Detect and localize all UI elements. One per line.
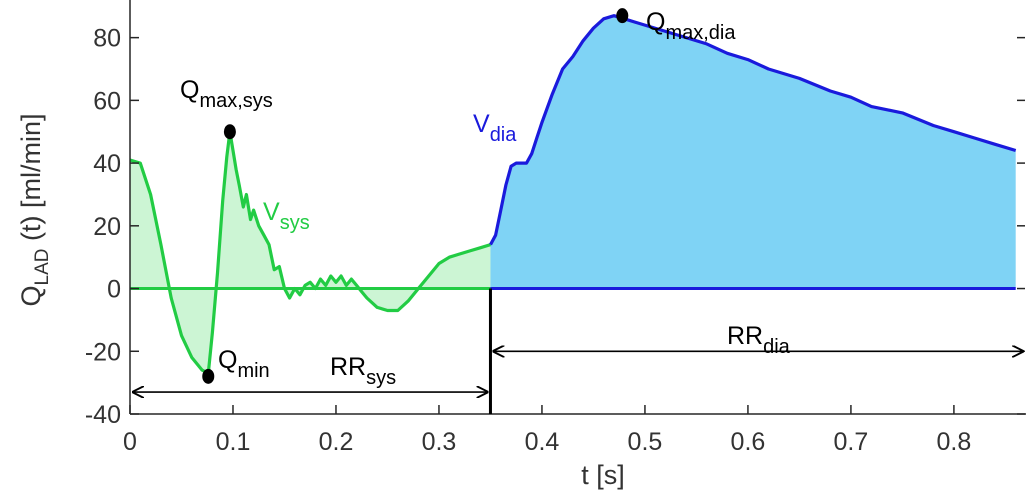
y-axis-label-rest: (t) [ml/min] xyxy=(16,114,46,249)
v-dia-label: Vdia xyxy=(473,110,517,146)
q-max-sys-label-main: Q xyxy=(180,76,199,104)
rr-sys-label-sub: sys xyxy=(366,367,396,389)
x-tick-label: 0.1 xyxy=(216,428,251,456)
v-sys-label-sub: sys xyxy=(280,212,310,234)
x-tick-label: 0 xyxy=(123,428,137,456)
y-tick-label: 0 xyxy=(107,276,121,304)
y-tick-label: -40 xyxy=(85,401,121,429)
q-min-label: Qmin xyxy=(218,346,270,382)
y-tick-label: 20 xyxy=(93,213,121,241)
q-max-sys-point xyxy=(223,124,236,140)
x-tick-label: 0.7 xyxy=(834,428,869,456)
q-max-sys-label: Qmax,sys xyxy=(180,76,273,112)
q-max-dia-label-sub: max,dia xyxy=(665,22,736,44)
y-axis-label-q: Q xyxy=(16,285,46,306)
x-tick-label: 0.2 xyxy=(319,428,354,456)
y-tick-label: 60 xyxy=(93,87,121,115)
q-max-sys-label-sub: max,sys xyxy=(199,90,272,112)
q-max-dia-point xyxy=(616,8,629,24)
line-v-sys xyxy=(129,130,491,375)
x-tick-label: 0.5 xyxy=(628,428,663,456)
v-sys-label-main: V xyxy=(263,198,280,226)
q-min-label-main: Q xyxy=(218,346,237,374)
area-v-dia xyxy=(490,15,1016,289)
q-min-label-sub: min xyxy=(237,360,269,382)
rr-dia-label-sub: dia xyxy=(763,336,791,358)
q-max-dia-label-main: Q xyxy=(646,8,665,36)
rr-sys-label-main: RR xyxy=(330,353,366,381)
axes: 0 0.1 0.2 0.3 0.4 0.5 0.6 0.7 0.8 -40 -20 0 20 40 60 80 xyxy=(85,0,1026,456)
y-axis-label: QLAD (t) [ml/min] xyxy=(16,114,53,307)
q-min-point xyxy=(202,368,215,384)
q-max-dia-label: Qmax,dia xyxy=(646,8,736,44)
x-tick-label: 0.3 xyxy=(422,428,457,456)
x-tick-label: 0.4 xyxy=(525,428,560,456)
v-sys-label: Vsys xyxy=(263,198,310,234)
area-fills xyxy=(130,15,1016,374)
y-tick-label: -20 xyxy=(85,338,121,366)
rr-sys-label: RRsys xyxy=(330,353,396,389)
v-dia-label-main: V xyxy=(473,110,490,138)
x-tick-label: 0.8 xyxy=(937,428,972,456)
y-tick-label: 80 xyxy=(93,25,121,53)
x-tick-label: 0.6 xyxy=(731,428,766,456)
rr-dia-label-main: RR xyxy=(727,322,763,350)
x-axis-label: t [s] xyxy=(581,460,625,490)
area-v-sys xyxy=(130,131,491,374)
y-tick-label: 40 xyxy=(93,150,121,178)
rr-dia-label: RRdia xyxy=(727,322,791,358)
v-dia-label-sub: dia xyxy=(490,124,518,146)
y-axis-label-sub: LAD xyxy=(32,249,53,286)
